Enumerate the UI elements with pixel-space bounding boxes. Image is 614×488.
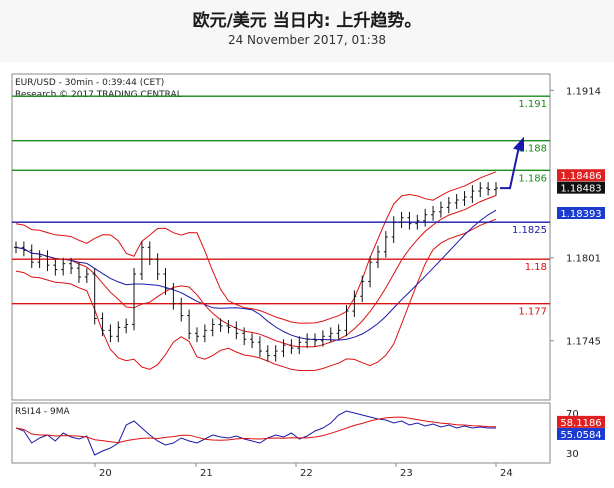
price-tags: 1.18486 1.18483 1.18393 (557, 169, 605, 220)
price-tag-label: 1.18483 (560, 184, 601, 195)
price-tag-box (557, 206, 605, 219)
price-bars (14, 182, 498, 362)
time-tick-label: 21 (200, 468, 213, 479)
price-tick-label: 1.1745 (566, 337, 601, 348)
price-tag-box (557, 181, 605, 194)
chart-timestamp: 24 November 2017, 01:38 (227, 33, 387, 47)
slow-ma-line (15, 209, 497, 341)
rsi-lines (15, 410, 497, 456)
fast-ma-line (15, 195, 497, 348)
time-tick-label: 24 (500, 468, 513, 479)
level-label: 1.18 (525, 262, 547, 273)
time-tick-label: 20 (99, 468, 112, 479)
rsi-label: RSI14 - 9MA (15, 407, 71, 417)
price-tick-label: 1.1801 (566, 254, 601, 265)
chart-header: 欧元/美元 当日内: 上升趋势。 24 November 2017, 01:38 (0, 0, 614, 62)
price-chart: EUR/USD - 30min - 0:39:44 (CET) Research… (11, 73, 605, 479)
level-label: 1.186 (518, 173, 547, 184)
symbol-line: EUR/USD - 30min - 0:39:44 (CET) (15, 78, 164, 88)
level-label: 1.1825 (512, 225, 547, 236)
rsi-tag-label: 55.0584 (560, 430, 601, 441)
support-resistance-levels: 1.191 1.188 1.186 1.1825 1.18 1.177 (12, 95, 550, 318)
price-tag-box (557, 169, 605, 182)
rsi-ma-line (15, 416, 497, 444)
time-axis: 20 21 22 23 24 (94, 463, 513, 479)
lower-band-line (15, 218, 497, 371)
rsi-tick-label: 70 (566, 409, 579, 420)
forecast-arrow-line (500, 146, 520, 190)
bollinger-bands (15, 171, 497, 371)
level-label: 1.188 (518, 144, 547, 155)
price-tag-label: 1.18393 (560, 209, 601, 220)
upper-band-line (15, 171, 497, 324)
level-label: 1.177 (518, 307, 547, 318)
rsi-line (15, 410, 496, 456)
chart-title: 欧元/美元 当日内: 上升趋势。 (192, 11, 422, 31)
moving-averages (15, 195, 497, 348)
forecast-arrow (500, 136, 524, 190)
price-axis: 1.1914 1.1801 1.1745 (550, 86, 601, 348)
time-tick-label: 23 (400, 468, 413, 479)
main-panel-frame (11, 73, 551, 401)
rsi-panel-frame (11, 402, 551, 464)
level-label: 1.191 (518, 99, 547, 110)
rsi-tag-label: 58.1186 (560, 418, 601, 429)
rsi-tick-label: 30 (566, 449, 579, 460)
time-tick-label: 22 (300, 468, 313, 479)
forecast-arrow-head (513, 136, 524, 152)
rsi-tag-box (557, 427, 605, 440)
rsi-tag-box (557, 415, 605, 428)
copyright-line: Research © 2017 TRADING CENTRAL (15, 90, 182, 100)
price-tick-label: 1.1914 (566, 86, 601, 97)
price-tag-label: 1.18486 (560, 171, 601, 182)
